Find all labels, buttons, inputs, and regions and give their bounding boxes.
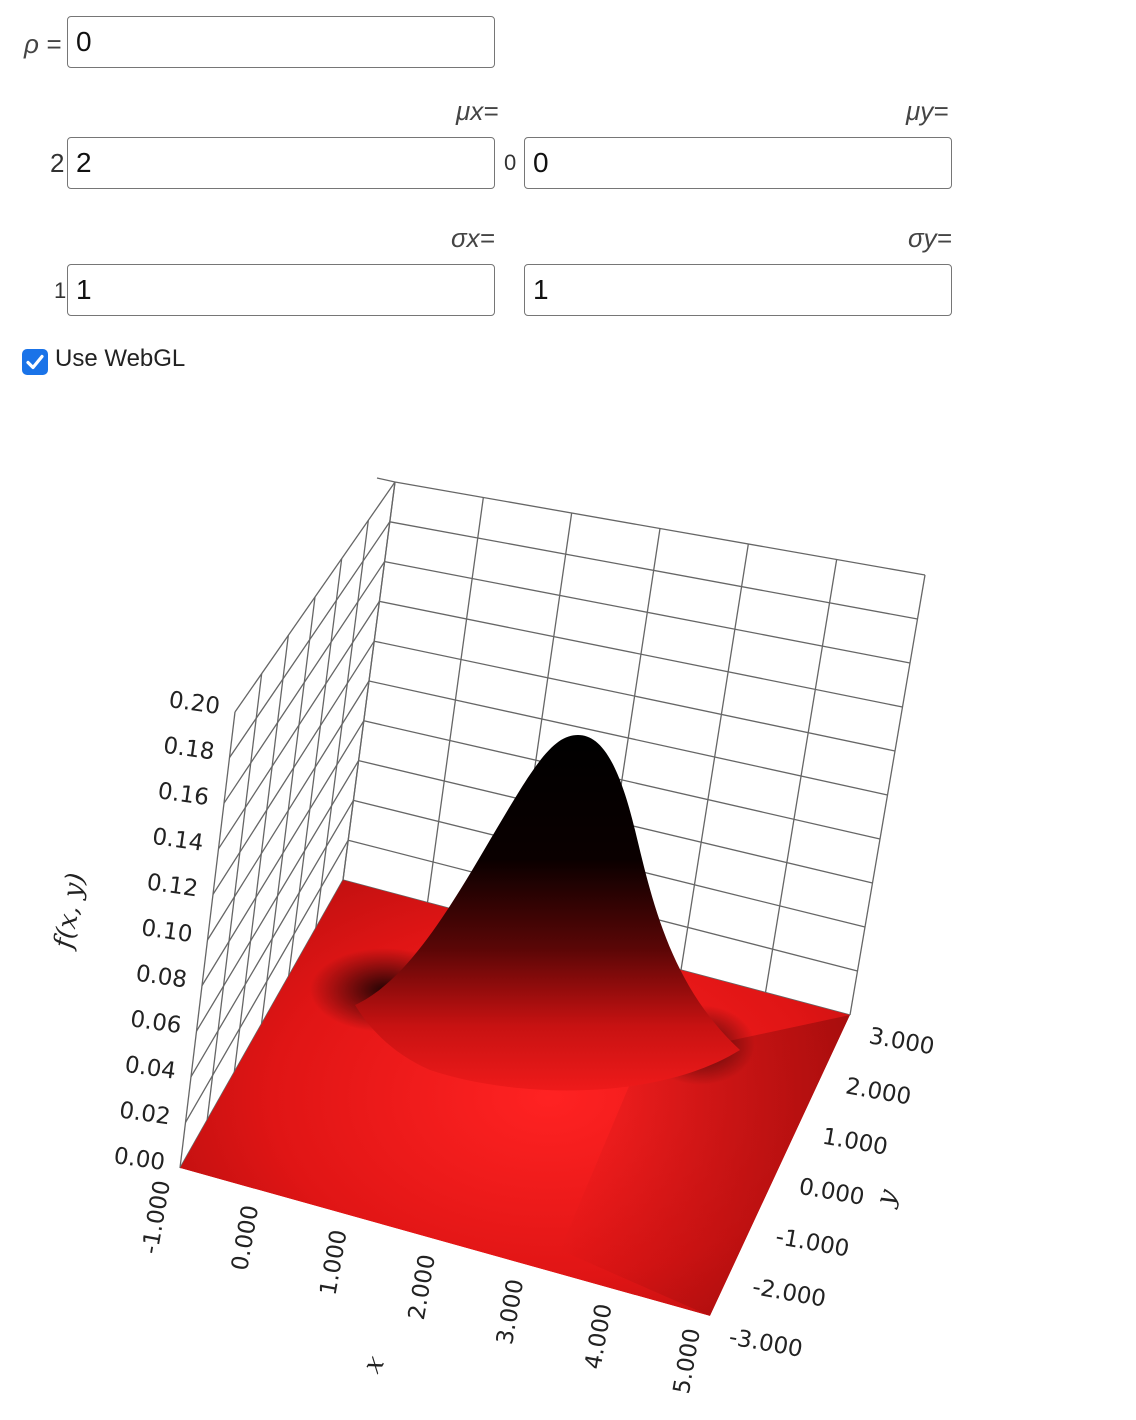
x-tick-label: 3.000: [492, 1277, 529, 1346]
grid-walls: [179, 477, 926, 1169]
sigma-y-label: σy=: [908, 223, 952, 253]
grid-line: [179, 711, 236, 1169]
z-tick-label: 0.18: [162, 733, 216, 766]
y-tick-label: -1.000: [774, 1224, 852, 1262]
mu-x-label: μx=: [456, 96, 499, 126]
z-tick-label: 0.00: [112, 1143, 166, 1176]
grid-line: [315, 520, 369, 929]
z-tick-label: 0.20: [167, 687, 221, 720]
webgl-checkbox[interactable]: [22, 349, 48, 375]
x-axis-title: x: [357, 1350, 390, 1378]
y-tick-label: 1.000: [820, 1124, 889, 1161]
grid-line: [376, 477, 396, 483]
webgl-label: Use WebGL: [55, 345, 186, 372]
grid-line: [764, 559, 838, 993]
y-tick-label: -3.000: [727, 1324, 805, 1362]
y-tick-label: -2.000: [750, 1274, 828, 1312]
z-tick-label: 0.12: [145, 869, 199, 902]
grid-line: [260, 596, 316, 1025]
z-tick-label: 0.14: [151, 824, 205, 857]
surface-peak: [355, 735, 740, 1091]
x-tick-label: -1.000: [137, 1179, 175, 1257]
y-tick-label: 3.000: [867, 1023, 936, 1060]
z-tick-label: 0.02: [118, 1097, 172, 1130]
mu-x-slider-value: 2: [50, 148, 65, 178]
z-tick-label: 0.08: [134, 961, 188, 994]
rho-label: ρ =: [24, 29, 62, 59]
grid-line: [233, 635, 289, 1073]
surface-plot[interactable]: 0.00 0.02 0.04 0.06 0.08 0.10 0.12 0.14 0.16 0.18…: [0, 470, 1136, 1420]
grid-line: [426, 497, 484, 903]
z-tick-label: 0.16: [156, 778, 210, 811]
sigma-x-input[interactable]: [67, 264, 495, 316]
x-tick-label: 0.000: [227, 1203, 264, 1272]
sigma-y-input[interactable]: [524, 264, 952, 316]
grid-line: [288, 558, 343, 977]
x-tick-label: 5.000: [669, 1327, 706, 1396]
grid-line: [849, 574, 926, 1016]
y-tick-label: 0.000: [797, 1174, 866, 1211]
rho-input[interactable]: [67, 16, 495, 68]
grid-line: [342, 481, 396, 881]
grid-line: [206, 673, 263, 1121]
z-tick-label: 0.04: [123, 1052, 177, 1085]
y-axis-title: y: [870, 1185, 904, 1210]
x-tick-label: 1.000: [316, 1228, 353, 1297]
mu-y-label: μy=: [906, 96, 949, 126]
grid-line: [680, 543, 749, 971]
check-icon: [26, 354, 44, 370]
mu-x-input[interactable]: [67, 137, 495, 189]
mu-y-input[interactable]: [524, 137, 952, 189]
sigma-x-slider-value: 1: [54, 278, 67, 303]
y-tick-label: 2.000: [844, 1073, 913, 1110]
z-tick-label: 0.06: [129, 1006, 183, 1039]
sigma-x-label: σx=: [451, 223, 495, 253]
x-tick-label: 2.000: [404, 1253, 441, 1322]
x-tick-label: 4.000: [581, 1302, 618, 1371]
z-axis-title: f(x, y): [48, 871, 91, 953]
mu-y-slider-value: 0: [504, 150, 517, 175]
z-tick-label: 0.10: [140, 915, 194, 948]
